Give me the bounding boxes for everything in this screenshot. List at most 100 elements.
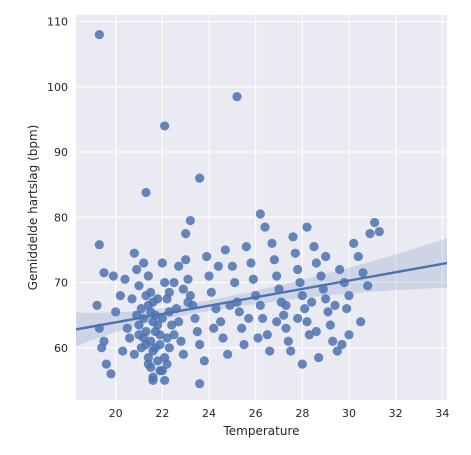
data-point	[211, 304, 221, 314]
data-point	[157, 313, 167, 324]
data-point	[342, 304, 352, 314]
data-point	[302, 222, 312, 232]
data-point	[232, 91, 242, 102]
data-point	[160, 352, 170, 363]
y-tick-label: 60	[54, 342, 68, 355]
y-tick-label: 100	[47, 81, 68, 94]
data-point	[297, 359, 307, 369]
data-point	[272, 317, 282, 327]
data-point	[374, 227, 384, 237]
data-point	[148, 375, 158, 386]
data-point	[335, 264, 345, 275]
data-point	[344, 330, 354, 340]
x-tick-label: 28	[295, 407, 309, 420]
regression-layer	[75, 261, 448, 331]
data-point	[157, 258, 167, 268]
data-point	[162, 333, 172, 343]
data-point	[234, 307, 244, 317]
data-point	[307, 297, 317, 307]
data-point	[146, 307, 156, 317]
data-point	[181, 229, 191, 239]
data-point	[174, 261, 184, 271]
data-point	[213, 261, 223, 271]
y-tick-label: 70	[54, 277, 68, 290]
data-point	[209, 323, 219, 333]
data-point	[169, 277, 179, 288]
data-point	[279, 310, 289, 320]
y-tick-labels: 60 70 80 90 100 110	[47, 16, 68, 355]
data-point	[195, 173, 205, 183]
data-point	[220, 245, 230, 255]
data-point	[174, 317, 184, 327]
data-point	[311, 326, 321, 337]
data-point	[164, 343, 174, 353]
data-point	[127, 294, 137, 304]
data-point	[241, 242, 251, 252]
x-tick-label: 32	[389, 407, 403, 420]
data-point	[363, 281, 373, 291]
data-point	[108, 271, 118, 281]
confidence-band-layer	[76, 238, 447, 347]
grid	[76, 15, 447, 400]
data-point	[164, 287, 174, 297]
data-point	[260, 222, 270, 232]
x-tick-label: 20	[109, 407, 123, 420]
data-point	[321, 251, 331, 262]
data-point	[297, 290, 307, 301]
data-point	[129, 349, 139, 359]
data-point	[302, 317, 312, 327]
data-point	[167, 320, 177, 330]
data-point	[286, 346, 296, 356]
confidence-band	[76, 238, 447, 347]
data-point	[290, 248, 300, 258]
data-point	[349, 238, 359, 248]
data-point	[356, 317, 366, 327]
data-point	[218, 333, 228, 343]
data-point	[94, 29, 104, 40]
data-point	[272, 271, 282, 281]
y-tick-label: 80	[54, 211, 68, 224]
data-point	[332, 346, 342, 356]
data-point	[267, 238, 277, 248]
y-tick-label: 110	[47, 16, 68, 29]
data-point	[169, 330, 179, 340]
data-point	[353, 251, 363, 262]
x-tick-label: 26	[249, 407, 263, 420]
data-point	[146, 336, 156, 346]
data-point	[325, 320, 335, 330]
data-point	[295, 277, 305, 288]
data-point	[269, 255, 279, 265]
data-point	[143, 352, 153, 363]
data-point	[330, 300, 340, 310]
data-point	[344, 290, 354, 301]
data-point	[328, 336, 338, 346]
data-point	[181, 255, 191, 265]
x-tick-labels: 20 22 24 26 28 30 32 34	[109, 407, 450, 420]
x-tick-label: 34	[435, 407, 449, 420]
data-point	[288, 232, 298, 242]
data-point	[160, 121, 170, 131]
data-point	[304, 330, 314, 340]
data-point	[281, 323, 291, 333]
data-point	[143, 359, 153, 369]
data-point	[239, 339, 249, 350]
data-point	[125, 333, 135, 343]
regression-line	[75, 261, 448, 331]
data-point	[150, 326, 160, 337]
y-axis-label: Gemiddelde hartslag (bpm)	[26, 125, 40, 291]
data-point	[183, 274, 193, 284]
data-point	[202, 251, 212, 262]
data-point	[94, 240, 104, 250]
data-point	[132, 264, 142, 275]
data-point	[274, 284, 284, 294]
data-point	[129, 248, 139, 258]
data-point	[227, 261, 237, 271]
data-point	[136, 343, 146, 353]
data-point	[115, 290, 125, 301]
data-point	[160, 277, 170, 288]
data-point	[246, 258, 256, 268]
data-point	[92, 300, 102, 310]
data-point	[153, 294, 163, 304]
data-point	[178, 349, 188, 359]
